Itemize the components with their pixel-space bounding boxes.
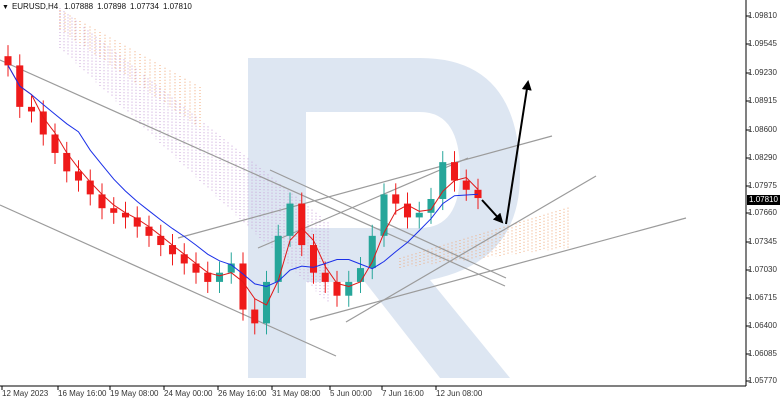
candle-body (286, 203, 294, 236)
trendline (0, 59, 506, 287)
candle-body (74, 171, 83, 181)
candle-body (368, 235, 376, 269)
time-label: 7 Jun 16:00 (382, 389, 424, 398)
close-value: 1.07810 (162, 2, 192, 11)
time-label: 16 May 16:00 (58, 389, 107, 398)
candle-body (439, 162, 447, 199)
forecast-arrows (481, 80, 532, 225)
candle-body (168, 245, 177, 255)
time-label: 19 May 08:00 (110, 389, 159, 398)
candle-body (298, 203, 306, 246)
candle-body (274, 235, 282, 282)
price-label: 1.09545 (748, 39, 777, 48)
candle-body (345, 281, 353, 296)
price-label: 1.08915 (748, 96, 777, 105)
indicator-lines (7, 65, 479, 306)
candle-body (392, 194, 400, 204)
price-label: 1.06085 (748, 349, 777, 358)
triangle-down-icon[interactable]: ▼ (2, 4, 9, 11)
price-label: 1.06715 (748, 293, 777, 302)
ohlc-values: 1.07888 1.07898 1.07734 1.07810 (64, 2, 196, 11)
candle-body (474, 189, 482, 199)
time-label: 5 Jun 00:00 (330, 389, 372, 398)
time-label: 12 May 2023 (2, 389, 49, 398)
candle-body (215, 272, 224, 282)
candle-body (462, 180, 470, 190)
candle-body (239, 263, 247, 310)
candle-body (86, 180, 94, 195)
candle-body (110, 208, 118, 213)
candle-body (356, 268, 365, 282)
trendline (177, 135, 553, 239)
candle-body (227, 263, 235, 273)
candle-body (63, 152, 71, 172)
candle-body (133, 217, 141, 227)
price-label: 1.09810 (748, 11, 777, 20)
time-label: 12 Jun 08:00 (436, 389, 483, 398)
symbol-label: EURUSD,H4 (11, 2, 59, 11)
trendline (269, 169, 507, 279)
candle-body (145, 226, 153, 236)
candle-body (4, 56, 12, 66)
high-value: 1.07898 (97, 2, 127, 11)
candle-body (403, 203, 412, 218)
candle-body (98, 194, 106, 209)
candle-body (192, 263, 200, 273)
candle-body (380, 194, 388, 236)
trendline (0, 204, 337, 357)
trendline (345, 175, 597, 323)
candle-body (51, 134, 59, 153)
candle-body (204, 272, 212, 282)
candle-body (321, 272, 329, 282)
time-label: 26 May 16:00 (218, 389, 267, 398)
candlesticks (4, 45, 482, 335)
current-price-tag: 1.07810 (747, 195, 780, 205)
axis-ticks (1, 15, 750, 390)
price-label: 1.08290 (748, 153, 777, 162)
candle-body (262, 281, 271, 324)
price-label: 1.07030 (748, 265, 777, 274)
time-label: 31 May 08:00 (272, 389, 321, 398)
chart-header: ▼ EURUSD,H4 1.07888 1.07898 1.07734 1.07810 (2, 2, 196, 11)
candle-body (427, 198, 435, 213)
candle-body (27, 106, 36, 112)
price-label: 1.07975 (748, 181, 777, 190)
price-label: 1.09230 (748, 68, 777, 77)
price-label: 1.06400 (748, 321, 777, 330)
open-value: 1.07888 (64, 2, 94, 11)
trendline (309, 217, 687, 321)
tenkan-line (7, 65, 479, 306)
candle-body (39, 111, 47, 135)
forecast-arrow-up (505, 80, 532, 225)
candle-body (180, 254, 188, 264)
candle-body (450, 162, 459, 181)
candle-body (415, 212, 423, 218)
time-label: 24 May 00:00 (164, 389, 213, 398)
candle-body (309, 245, 318, 273)
low-value: 1.07734 (130, 2, 159, 11)
price-label: 1.07660 (748, 208, 777, 217)
candle-body (251, 309, 259, 324)
candle-body (121, 212, 130, 218)
price-label: 1.08600 (748, 125, 777, 134)
candle-body (157, 235, 165, 246)
kijun-line (7, 65, 479, 288)
forecast-arrow-down (481, 199, 504, 224)
price-label: 1.07345 (748, 237, 777, 246)
candle-body (333, 281, 341, 296)
price-label: 1.05770 (748, 376, 777, 385)
